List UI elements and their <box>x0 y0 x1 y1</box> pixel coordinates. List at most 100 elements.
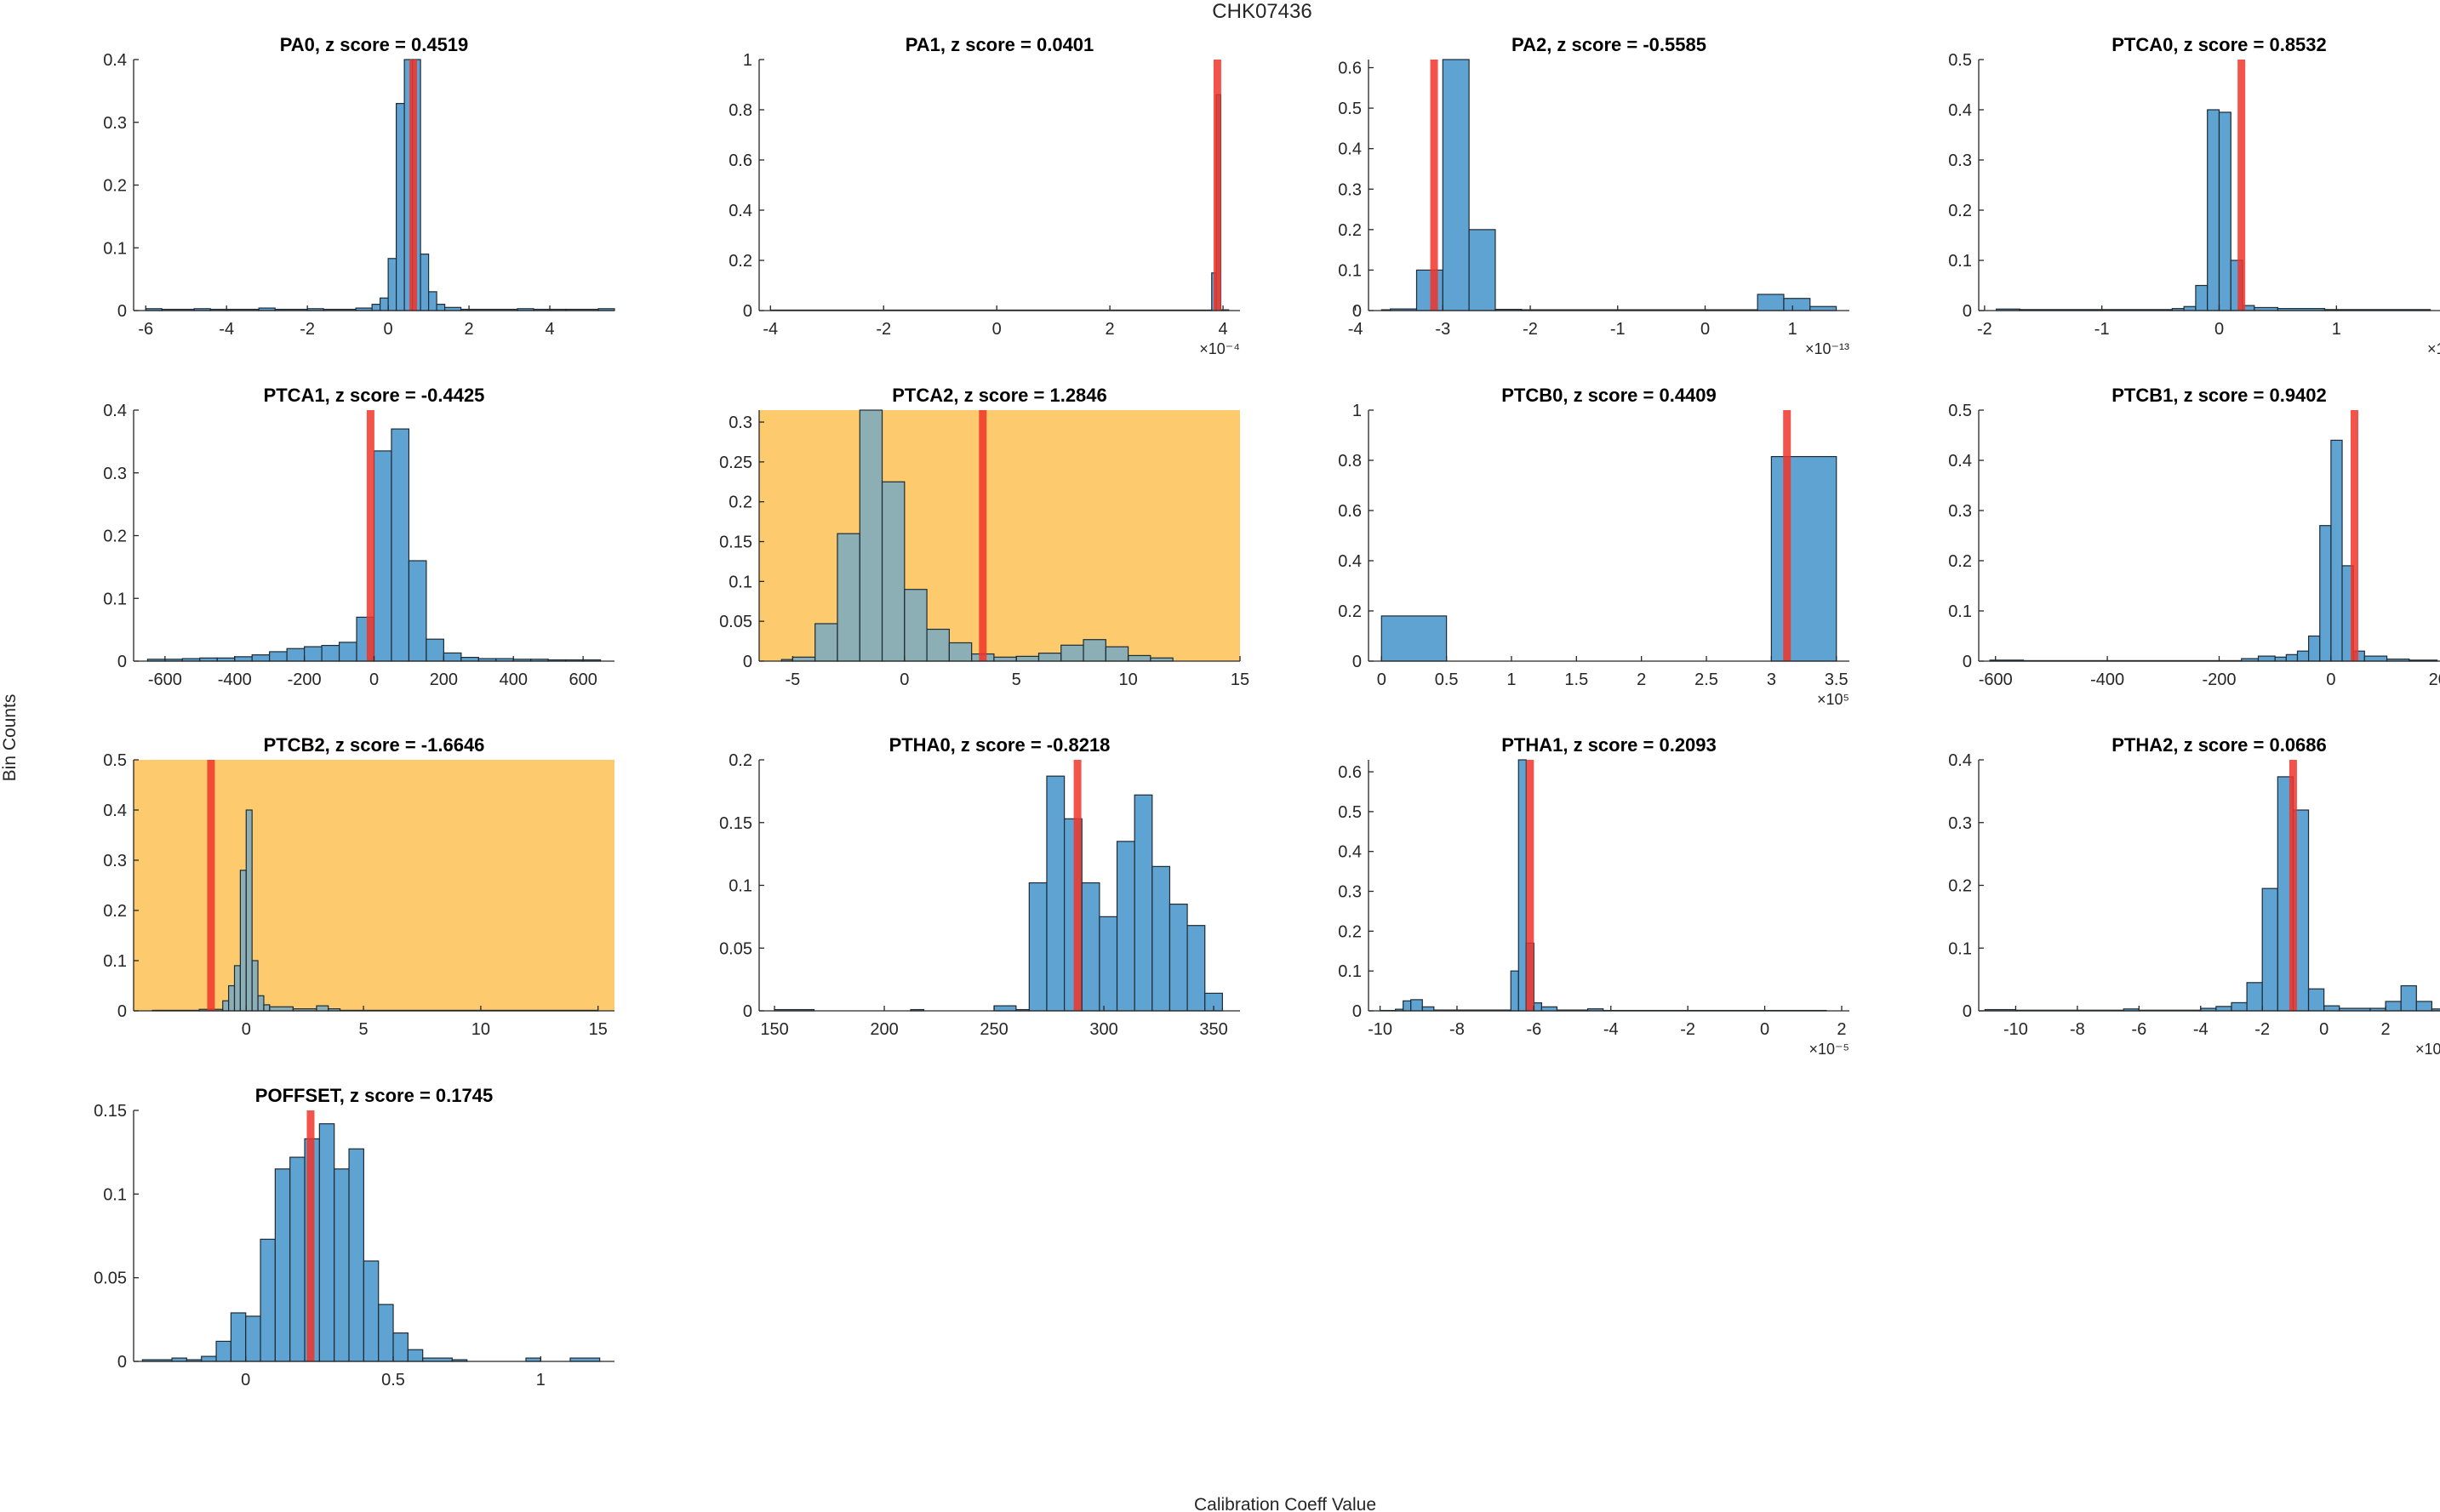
x-tick-label: -2 <box>300 320 315 339</box>
histogram-bar <box>993 1005 1017 1012</box>
y-tick-label: 0.2 <box>729 494 752 512</box>
histogram-bar <box>2415 1001 2433 1012</box>
histogram-bar <box>201 1355 217 1362</box>
x-tick-label: 0.5 <box>1435 670 1459 689</box>
histogram-bar <box>837 533 860 662</box>
histogram-bar <box>2183 305 2197 311</box>
histogram-panel-pa2: -4 -3 -2 -1 0 1 0 0.1 0.2 0.3 0.4 0.5 0.6 ×10⁻¹³ PA2, … <box>1338 34 1849 357</box>
histogram-bar <box>1028 882 1048 1012</box>
figure-y-label: Bin Counts <box>0 694 20 782</box>
x-tick-label: 200 <box>430 670 458 689</box>
y-tick-label: 0.05 <box>719 939 752 958</box>
y-tick-label: 0.6 <box>1338 502 1362 521</box>
histogram-bar <box>436 304 446 311</box>
x-tick-label: -4 <box>1348 320 1363 339</box>
current-value-marker <box>2289 760 2297 1011</box>
y-tick-label: 1 <box>743 51 752 70</box>
current-value-marker <box>1430 60 1438 311</box>
y-tick-label: 0 <box>743 1002 752 1021</box>
histogram-bar <box>373 450 392 662</box>
histogram-bar <box>1770 455 1837 662</box>
y-tick-label: 0.3 <box>1338 883 1362 902</box>
histogram-bar <box>334 1168 350 1362</box>
panel-title: PTHA1, z score = 0.2093 <box>1501 734 1717 756</box>
y-tick-label: 0.3 <box>103 114 127 133</box>
x-tick-label: 2 <box>1106 320 1115 339</box>
x-axis-exponent: ×10⁻¹³ <box>1805 340 1849 357</box>
y-tick-label: 0.4 <box>103 802 127 820</box>
y-tick-label: 0.25 <box>719 454 752 472</box>
histogram-panel-ptha0: 150 200 250 300 350 0 0.05 0.1 0.15 0.2 PTHA0, z s… <box>719 734 1240 1039</box>
y-tick-label: 0 <box>1352 302 1362 321</box>
histogram-bar <box>2308 635 2321 662</box>
histogram-bar <box>304 646 323 662</box>
highlight-background <box>134 760 614 1011</box>
y-tick-label: 0.15 <box>719 533 752 552</box>
y-tick-label: 0.6 <box>1338 763 1362 782</box>
x-tick-label: 0 <box>242 1020 251 1039</box>
histogram-panel-ptca1: -600 -400 -200 0 200 400 600 0 0.1 0.2 0.3 0.4 PTCA1… <box>103 385 614 689</box>
histogram-bar <box>263 1004 271 1012</box>
y-tick-label: 0.1 <box>1948 252 1972 271</box>
x-tick-label: 0 <box>384 320 393 339</box>
y-tick-label: 0.2 <box>729 252 752 271</box>
histogram-bar <box>239 870 247 1012</box>
histogram-bar <box>2207 109 2220 311</box>
histogram-bar <box>269 651 288 662</box>
x-tick-label: 15 <box>589 1020 608 1039</box>
x-tick-label: -4 <box>1603 1020 1619 1039</box>
x-tick-label: -10 <box>2003 1020 2028 1039</box>
histogram-bar <box>2363 655 2388 662</box>
histogram-bar <box>2215 1006 2232 1012</box>
histogram-bars <box>780 409 1174 662</box>
histogram-bar <box>859 409 883 662</box>
y-tick-label: 0.2 <box>103 177 127 196</box>
y-tick-label: 0 <box>117 302 127 321</box>
x-tick-label: 2 <box>2381 1020 2391 1039</box>
panel-title: PTHA0, z score = -0.8218 <box>889 734 1111 756</box>
histogram-bar <box>228 984 236 1012</box>
y-tick-label: 0.1 <box>1338 962 1362 981</box>
y-tick-label: 0.6 <box>1338 60 1362 78</box>
x-tick-label: 0 <box>1760 1020 1769 1039</box>
histogram-bar <box>408 560 427 662</box>
x-tick-label: -6 <box>1526 1020 1541 1039</box>
histogram-bar <box>1533 1002 1542 1012</box>
panel-title: PTCB2, z score = -1.6646 <box>264 734 485 756</box>
x-tick-label: -1 <box>1610 320 1626 339</box>
x-tick-label: 0 <box>1377 670 1386 689</box>
current-value-marker <box>1783 410 1791 661</box>
current-value-marker <box>979 410 987 661</box>
y-tick-label: 0 <box>117 1002 127 1021</box>
y-tick-label: 0.2 <box>1338 602 1362 621</box>
histogram-bar <box>1116 841 1135 1012</box>
y-tick-label: 0.4 <box>1338 843 1362 862</box>
x-tick-label: 600 <box>569 670 597 689</box>
y-tick-label: 0.8 <box>1338 452 1362 471</box>
histogram-bar <box>1099 916 1118 1012</box>
histogram-bar <box>1517 759 1527 1012</box>
x-tick-label: 250 <box>980 1020 1008 1039</box>
x-tick-label: 0 <box>2214 320 2224 339</box>
histogram-bar <box>814 623 838 662</box>
histogram-panel-ptca0: -2-101200.10.20.30.40.5×10⁵PTCA0, z scor… <box>1948 34 2440 357</box>
histogram-bar <box>338 642 357 662</box>
y-tick-label: 0.2 <box>1948 202 1972 220</box>
y-tick-label: 0.3 <box>103 465 127 483</box>
histogram-bar <box>2296 650 2310 662</box>
panel-title: PA2, z score = -0.5585 <box>1511 34 1706 55</box>
histogram-panel-ptcb2: 0 5 10 15 0 0.1 0.2 0.3 0.4 0.5 PTCB2, z score = -… <box>103 734 614 1039</box>
histogram-bar <box>233 965 242 1012</box>
y-tick-label: 0.3 <box>103 852 127 870</box>
x-tick-label: 15 <box>1231 670 1249 689</box>
y-tick-label: 0.5 <box>1338 100 1362 118</box>
histogram-bar <box>791 656 816 662</box>
y-tick-label: 0.1 <box>1948 602 1972 621</box>
panel-title: PTHA2, z score = 0.0686 <box>2111 734 2327 756</box>
y-tick-label: 0 <box>1352 653 1362 671</box>
histogram-panel-ptca2: -5 0 5 10 15 0 0.05 0.1 0.15 0.2 0.25 0.3 PTCA2, z s… <box>719 385 1249 689</box>
y-tick-label: 0.2 <box>1948 877 1972 896</box>
x-axis-exponent: ×10⁻⁵ <box>1809 1041 1850 1058</box>
histogram-bar <box>2195 284 2209 311</box>
histogram-bar <box>387 258 397 311</box>
